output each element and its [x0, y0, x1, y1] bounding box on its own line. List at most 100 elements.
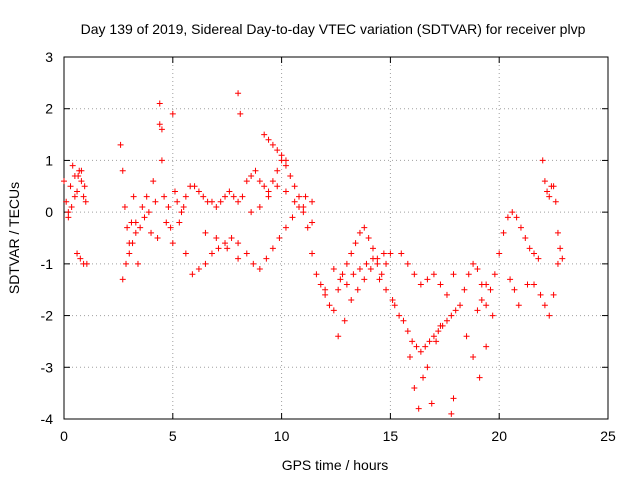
data-point	[256, 178, 263, 185]
x-tick-label: 0	[60, 428, 68, 444]
data-point	[361, 224, 368, 231]
data-point	[228, 235, 235, 241]
data-point	[391, 302, 398, 309]
data-point	[195, 266, 202, 273]
data-point	[515, 302, 522, 309]
data-point	[176, 219, 183, 226]
data-point	[215, 245, 222, 252]
data-point	[448, 312, 455, 319]
data-point	[300, 209, 307, 216]
data-point	[457, 302, 464, 309]
data-point	[330, 307, 337, 314]
data-point	[202, 260, 209, 267]
data-point	[559, 255, 566, 262]
data-point	[132, 219, 139, 226]
data-point	[552, 198, 559, 205]
data-point	[450, 271, 457, 278]
data-point	[150, 178, 157, 185]
data-point	[369, 255, 376, 262]
data-point	[343, 281, 350, 288]
data-point	[278, 152, 285, 159]
data-point	[507, 276, 514, 283]
data-point	[541, 302, 548, 309]
data-point	[182, 193, 189, 200]
data-point	[65, 209, 72, 216]
data-point	[387, 250, 394, 257]
data-point	[208, 250, 215, 257]
data-point	[282, 162, 289, 169]
data-point	[461, 286, 468, 293]
data-point	[365, 235, 372, 241]
data-point	[217, 198, 224, 205]
data-point	[535, 255, 542, 262]
data-point	[443, 291, 450, 298]
data-point	[235, 240, 242, 247]
data-point	[369, 245, 376, 252]
data-point	[171, 188, 178, 195]
y-tick-label: -3	[41, 359, 54, 375]
data-point	[478, 297, 485, 304]
data-point	[470, 260, 477, 267]
data-point	[557, 245, 564, 252]
data-point	[77, 255, 84, 262]
data-point	[119, 276, 126, 283]
data-point	[67, 183, 74, 190]
data-point	[274, 167, 281, 174]
data-points	[61, 90, 566, 417]
data-point	[483, 281, 490, 288]
data-point	[145, 209, 152, 216]
data-point	[78, 167, 85, 174]
data-point	[352, 240, 359, 247]
y-axis-label: SDTVAR / TECUs	[6, 182, 22, 294]
y-tick-label: -1	[41, 256, 54, 272]
data-point	[274, 147, 281, 154]
data-point	[269, 245, 276, 252]
data-point	[121, 203, 128, 210]
data-point	[409, 338, 416, 345]
data-point	[550, 183, 557, 190]
data-point	[396, 312, 403, 319]
data-point	[265, 193, 272, 200]
y-tick-label: 1	[45, 152, 53, 168]
chart-title: Day 139 of 2019, Sidereal Day-to-day VTE…	[81, 21, 586, 37]
data-point	[158, 157, 165, 164]
data-point	[363, 260, 370, 267]
data-point	[317, 281, 324, 288]
x-tick-label: 25	[600, 428, 616, 444]
data-point	[417, 281, 424, 288]
data-point	[156, 121, 163, 128]
data-point	[550, 291, 557, 298]
data-point	[141, 214, 148, 221]
data-point	[304, 224, 311, 231]
data-point	[289, 214, 296, 221]
data-point	[524, 281, 531, 288]
data-point	[537, 291, 544, 298]
data-point	[463, 333, 470, 340]
data-point	[213, 235, 220, 241]
data-point	[348, 297, 355, 304]
data-point	[156, 100, 163, 107]
data-point	[119, 167, 126, 174]
data-point	[129, 240, 136, 247]
data-point	[374, 260, 381, 267]
data-point	[465, 271, 472, 278]
data-point	[80, 193, 87, 200]
data-point	[248, 172, 255, 179]
data-point	[250, 260, 257, 267]
data-point	[78, 178, 85, 185]
data-point	[237, 110, 244, 117]
data-point	[504, 214, 511, 221]
data-point	[428, 400, 435, 407]
data-point	[335, 333, 342, 340]
x-tick-label: 20	[491, 428, 507, 444]
y-tick-label: 3	[45, 49, 53, 65]
data-point	[367, 266, 374, 273]
data-point	[195, 188, 202, 195]
data-point	[400, 317, 407, 324]
data-point	[411, 384, 418, 391]
data-point	[509, 209, 516, 216]
data-point	[483, 343, 490, 350]
data-point	[269, 141, 276, 148]
data-point	[411, 271, 418, 278]
data-point	[117, 141, 124, 148]
